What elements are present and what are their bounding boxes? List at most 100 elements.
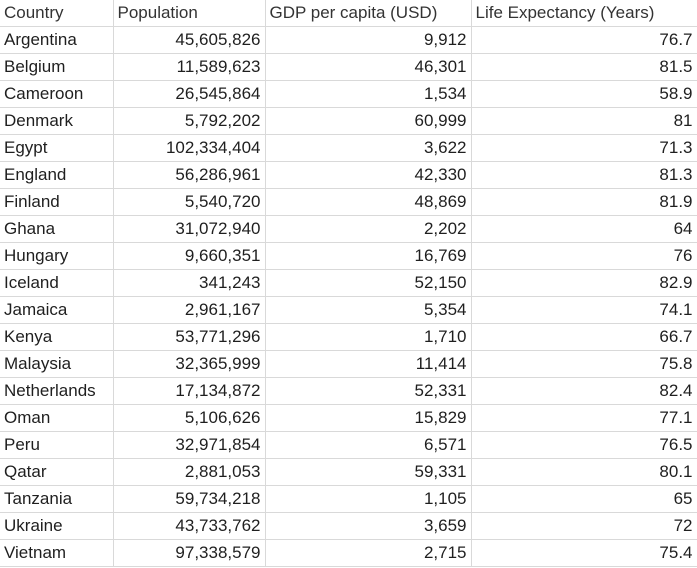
cell-life-expectancy[interactable]: 80.1 xyxy=(471,458,697,486)
cell-gdp-per-capita[interactable]: 52,150 xyxy=(265,269,472,297)
cell-life-expectancy[interactable]: 71.3 xyxy=(471,134,697,162)
cell-country[interactable]: Iceland xyxy=(0,269,114,297)
cell-population[interactable]: 59,734,218 xyxy=(113,485,266,513)
cell-life-expectancy[interactable]: 72 xyxy=(471,512,697,540)
table-row: Tanzania 59,734,218 1,105 65 xyxy=(0,485,697,513)
cell-country[interactable]: Denmark xyxy=(0,107,114,135)
cell-gdp-per-capita[interactable]: 59,331 xyxy=(265,458,472,486)
cell-life-expectancy[interactable]: 76.5 xyxy=(471,431,697,459)
column-header-life-expectancy[interactable]: Life Expectancy (Years) xyxy=(471,0,697,27)
cell-life-expectancy[interactable]: 81.3 xyxy=(471,161,697,189)
cell-gdp-per-capita[interactable]: 1,710 xyxy=(265,323,472,351)
cell-gdp-per-capita[interactable]: 6,571 xyxy=(265,431,472,459)
cell-population[interactable]: 43,733,762 xyxy=(113,512,266,540)
cell-population[interactable]: 17,134,872 xyxy=(113,377,266,405)
cell-population[interactable]: 56,286,961 xyxy=(113,161,266,189)
cell-country[interactable]: Argentina xyxy=(0,26,114,54)
cell-population[interactable]: 97,338,579 xyxy=(113,539,266,567)
column-header-gdp-per-capita[interactable]: GDP per capita (USD) xyxy=(265,0,472,27)
cell-population[interactable]: 102,334,404 xyxy=(113,134,266,162)
cell-gdp-per-capita[interactable]: 2,715 xyxy=(265,539,472,567)
table-row: Ukraine 43,733,762 3,659 72 xyxy=(0,512,697,540)
cell-country[interactable]: Belgium xyxy=(0,53,114,81)
cell-gdp-per-capita[interactable]: 3,659 xyxy=(265,512,472,540)
cell-country[interactable]: England xyxy=(0,161,114,189)
cell-life-expectancy[interactable]: 65 xyxy=(471,485,697,513)
cell-gdp-per-capita[interactable]: 46,301 xyxy=(265,53,472,81)
cell-gdp-per-capita[interactable]: 48,869 xyxy=(265,188,472,216)
cell-gdp-per-capita[interactable]: 1,534 xyxy=(265,80,472,108)
cell-life-expectancy[interactable]: 75.4 xyxy=(471,539,697,567)
column-header-country[interactable]: Country xyxy=(0,0,114,27)
cell-life-expectancy[interactable]: 77.1 xyxy=(471,404,697,432)
table-row: Egypt 102,334,404 3,622 71.3 xyxy=(0,134,697,162)
cell-population[interactable]: 9,660,351 xyxy=(113,242,266,270)
cell-country[interactable]: Netherlands xyxy=(0,377,114,405)
column-header-population[interactable]: Population xyxy=(113,0,266,27)
cell-population[interactable]: 341,243 xyxy=(113,269,266,297)
table-row: Peru 32,971,854 6,571 76.5 xyxy=(0,431,697,459)
cell-country[interactable]: Finland xyxy=(0,188,114,216)
cell-gdp-per-capita[interactable]: 52,331 xyxy=(265,377,472,405)
cell-life-expectancy[interactable]: 58.9 xyxy=(471,80,697,108)
table-row: England 56,286,961 42,330 81.3 xyxy=(0,161,697,189)
cell-population[interactable]: 2,881,053 xyxy=(113,458,266,486)
table-row: Oman 5,106,626 15,829 77.1 xyxy=(0,404,697,432)
cell-life-expectancy[interactable]: 75.8 xyxy=(471,350,697,378)
cell-gdp-per-capita[interactable]: 60,999 xyxy=(265,107,472,135)
table-row: Qatar 2,881,053 59,331 80.1 xyxy=(0,458,697,486)
cell-life-expectancy[interactable]: 76.7 xyxy=(471,26,697,54)
cell-population[interactable]: 32,971,854 xyxy=(113,431,266,459)
cell-country[interactable]: Egypt xyxy=(0,134,114,162)
cell-country[interactable]: Ghana xyxy=(0,215,114,243)
table-row: Belgium 11,589,623 46,301 81.5 xyxy=(0,53,697,81)
cell-gdp-per-capita[interactable]: 16,769 xyxy=(265,242,472,270)
cell-country[interactable]: Kenya xyxy=(0,323,114,351)
cell-population[interactable]: 53,771,296 xyxy=(113,323,266,351)
cell-life-expectancy[interactable]: 64 xyxy=(471,215,697,243)
cell-country[interactable]: Hungary xyxy=(0,242,114,270)
cell-life-expectancy[interactable]: 76 xyxy=(471,242,697,270)
cell-country[interactable]: Ukraine xyxy=(0,512,114,540)
cell-gdp-per-capita[interactable]: 1,105 xyxy=(265,485,472,513)
cell-country[interactable]: Malaysia xyxy=(0,350,114,378)
cell-life-expectancy[interactable]: 82.9 xyxy=(471,269,697,297)
cell-population[interactable]: 31,072,940 xyxy=(113,215,266,243)
cell-life-expectancy[interactable]: 81.9 xyxy=(471,188,697,216)
cell-population[interactable]: 5,106,626 xyxy=(113,404,266,432)
cell-population[interactable]: 5,540,720 xyxy=(113,188,266,216)
table-row: Finland 5,540,720 48,869 81.9 xyxy=(0,188,697,216)
cell-population[interactable]: 11,589,623 xyxy=(113,53,266,81)
cell-gdp-per-capita[interactable]: 3,622 xyxy=(265,134,472,162)
cell-country[interactable]: Tanzania xyxy=(0,485,114,513)
cell-population[interactable]: 2,961,167 xyxy=(113,296,266,324)
cell-country[interactable]: Vietnam xyxy=(0,539,114,567)
cell-life-expectancy[interactable]: 66.7 xyxy=(471,323,697,351)
cell-life-expectancy[interactable]: 74.1 xyxy=(471,296,697,324)
table-row: Netherlands 17,134,872 52,331 82.4 xyxy=(0,377,697,405)
table-row: Vietnam 97,338,579 2,715 75.4 xyxy=(0,539,697,567)
cell-country[interactable]: Cameroon xyxy=(0,80,114,108)
header-row: Country Population GDP per capita (USD) … xyxy=(0,0,697,27)
cell-life-expectancy[interactable]: 81.5 xyxy=(471,53,697,81)
cell-life-expectancy[interactable]: 82.4 xyxy=(471,377,697,405)
cell-gdp-per-capita[interactable]: 5,354 xyxy=(265,296,472,324)
cell-country[interactable]: Peru xyxy=(0,431,114,459)
cell-gdp-per-capita[interactable]: 42,330 xyxy=(265,161,472,189)
table-row: Malaysia 32,365,999 11,414 75.8 xyxy=(0,350,697,378)
cell-country[interactable]: Oman xyxy=(0,404,114,432)
table-row: Iceland 341,243 52,150 82.9 xyxy=(0,269,697,297)
cell-population[interactable]: 32,365,999 xyxy=(113,350,266,378)
cell-population[interactable]: 45,605,826 xyxy=(113,26,266,54)
cell-country[interactable]: Jamaica xyxy=(0,296,114,324)
cell-gdp-per-capita[interactable]: 2,202 xyxy=(265,215,472,243)
cell-life-expectancy[interactable]: 81 xyxy=(471,107,697,135)
cell-gdp-per-capita[interactable]: 15,829 xyxy=(265,404,472,432)
cell-gdp-per-capita[interactable]: 11,414 xyxy=(265,350,472,378)
cell-population[interactable]: 5,792,202 xyxy=(113,107,266,135)
cell-population[interactable]: 26,545,864 xyxy=(113,80,266,108)
cell-gdp-per-capita[interactable]: 9,912 xyxy=(265,26,472,54)
table-row: Kenya 53,771,296 1,710 66.7 xyxy=(0,323,697,351)
table-row: Denmark 5,792,202 60,999 81 xyxy=(0,107,697,135)
cell-country[interactable]: Qatar xyxy=(0,458,114,486)
